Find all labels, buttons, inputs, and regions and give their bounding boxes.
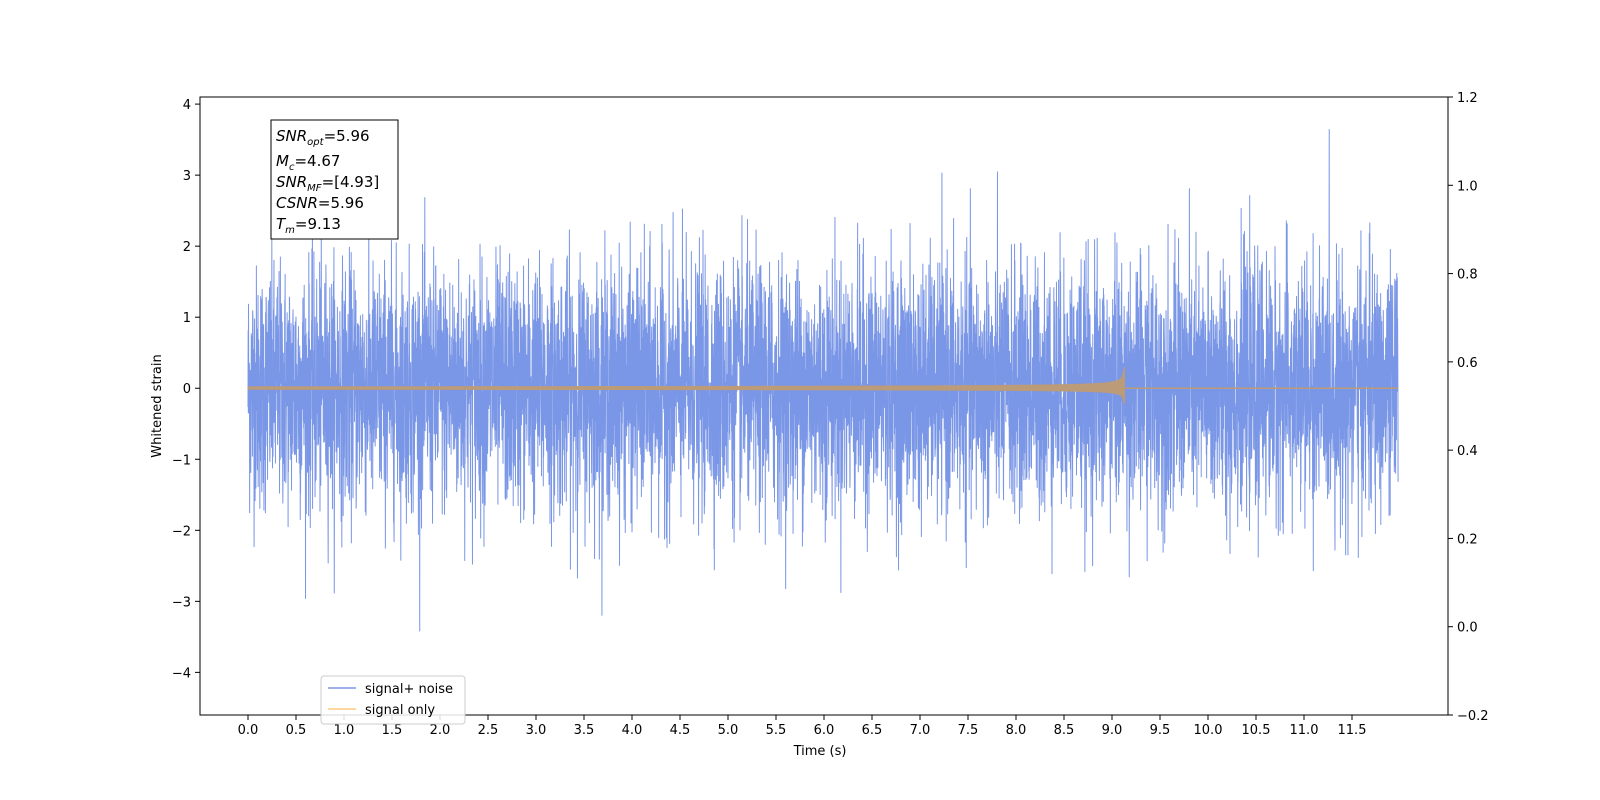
info-mc: Mc=4.67: [276, 152, 340, 173]
x-tick-label: 5.0: [718, 723, 739, 738]
x-tick-label: 4.0: [622, 723, 643, 738]
y-tick-label: −3: [172, 595, 191, 610]
legend-label-signal: signal only: [365, 703, 435, 718]
x-tick-label: 1.0: [334, 723, 355, 738]
y2-tick-label: 0.4: [1457, 444, 1478, 459]
y2-tick-label: 0.6: [1457, 356, 1478, 371]
x-tick-label: 5.5: [766, 723, 787, 738]
x-axis-label: Time (s): [793, 744, 847, 759]
x-tick-label: 6.0: [814, 723, 835, 738]
x-tick-label: 11.5: [1338, 723, 1367, 738]
x-tick-label: 1.5: [382, 723, 403, 738]
legend-frame: [320, 675, 466, 725]
x-tick-label: 6.5: [862, 723, 883, 738]
y-tick-label: 3: [183, 169, 191, 184]
x-tick-label: 10.0: [1194, 723, 1223, 738]
legend: signal+ noise signal only: [320, 675, 466, 725]
y2-tick-label: 0.2: [1457, 532, 1478, 547]
x-tick-label: 7.0: [910, 723, 931, 738]
x-tick-label: 0.5: [286, 723, 307, 738]
y-tick-label: 0: [183, 382, 191, 397]
y2-axis-ticks: −0.2 0.0 0.2 0.4 0.6 0.8 1.0 1.2: [1448, 91, 1489, 724]
y-tick-label: −1: [172, 453, 191, 468]
x-tick-label: 4.5: [670, 723, 691, 738]
y-axis-ticks: −4 −3 −2 −1 0 1 2 3 4: [172, 98, 200, 681]
x-tick-label: 2.0: [430, 723, 451, 738]
y-tick-label: 1: [183, 311, 191, 326]
y-tick-label: 2: [183, 240, 191, 255]
x-axis-ticks: 0.0 0.5 1.0 1.5 2.0 2.5 3.0 3.5 4.0 4.5 5.0 5.5 6.0 6…: [238, 715, 1367, 738]
x-tick-label: 0.0: [238, 723, 259, 738]
y2-tick-label: 0.0: [1457, 621, 1478, 636]
y-tick-label: 4: [183, 98, 191, 113]
signal-chirp-band: [247, 366, 1125, 405]
y2-tick-label: 0.8: [1457, 268, 1478, 283]
y2-tick-label: −0.2: [1457, 709, 1489, 724]
info-box: SNRopt=5.96 Mc=4.67 SNRMF=[4.93] CSNR=5.…: [270, 119, 399, 240]
info-tm: Tm=9.13: [276, 215, 341, 236]
x-tick-label: 8.0: [1006, 723, 1027, 738]
info-box-frame: [270, 119, 399, 240]
signal-only-series: [247, 366, 1399, 405]
x-tick-label: 2.5: [478, 723, 499, 738]
y2-tick-label: 1.2: [1457, 91, 1478, 106]
y2-tick-label: 1.0: [1457, 179, 1478, 194]
x-tick-label: 3.5: [574, 723, 595, 738]
y-tick-label: −2: [172, 524, 191, 539]
info-snr-mf: SNRMF=[4.93]: [276, 173, 379, 194]
x-tick-label: 3.0: [526, 723, 547, 738]
x-tick-label: 10.5: [1242, 723, 1271, 738]
x-tick-label: 8.5: [1054, 723, 1075, 738]
x-tick-label: 9.0: [1102, 723, 1123, 738]
x-tick-label: 9.5: [1150, 723, 1171, 738]
signal-noise-series: [247, 129, 1399, 632]
info-snr-opt: SNRopt=5.96: [276, 127, 370, 148]
signal-noise-line: [247, 129, 1399, 632]
x-tick-label: 7.5: [958, 723, 979, 738]
x-tick-label: 11.0: [1290, 723, 1319, 738]
legend-label-noise: signal+ noise: [365, 682, 453, 697]
info-csnr: CSNR=5.96: [276, 194, 364, 212]
y-axis-label: Whitened strain: [150, 354, 165, 457]
y-tick-label: −4: [172, 666, 191, 681]
